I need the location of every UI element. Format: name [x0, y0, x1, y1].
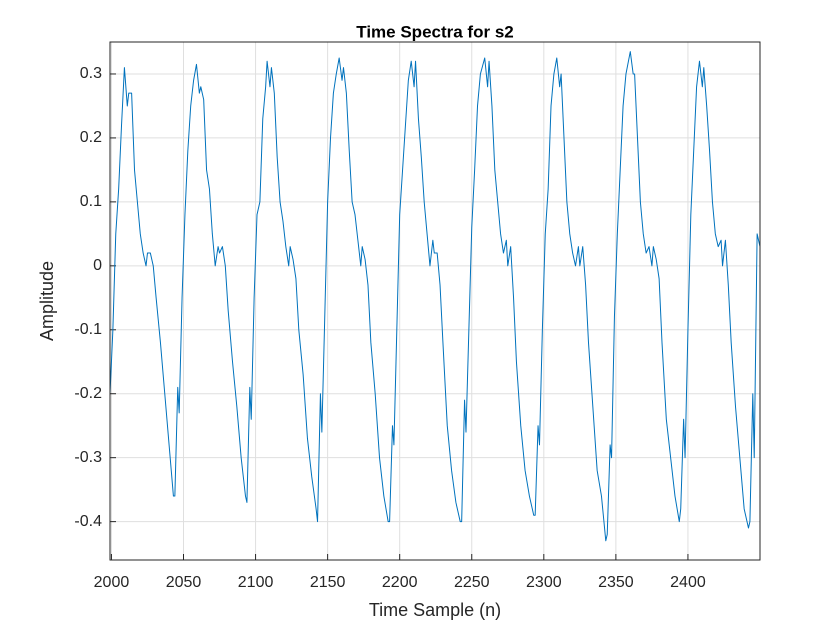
x-axis-label: Time Sample (n) — [369, 600, 501, 620]
y-tick-label: 0.1 — [80, 193, 102, 210]
y-tick-label: 0 — [93, 257, 102, 274]
chart-title: Time Spectra for s2 — [356, 22, 513, 41]
x-tick-label: 2250 — [454, 574, 490, 591]
y-tick-label: -0.3 — [74, 449, 102, 466]
x-tick-label: 2350 — [598, 574, 634, 591]
y-tick-label: -0.1 — [74, 321, 102, 338]
y-axis-label: Amplitude — [37, 261, 57, 341]
plot-area — [110, 42, 760, 560]
x-tick-label: 2200 — [382, 574, 418, 591]
y-tick-label: -0.4 — [74, 513, 102, 530]
x-tick-label: 2300 — [526, 574, 562, 591]
x-tick-label: 2150 — [310, 574, 346, 591]
y-tick-label: 0.2 — [80, 129, 102, 146]
y-tick-label: -0.2 — [74, 385, 102, 402]
x-tick-label: 2100 — [238, 574, 274, 591]
x-tick-label: 2000 — [94, 574, 130, 591]
axes-box — [109, 41, 761, 561]
x-tick-label: 2400 — [670, 574, 706, 591]
line-series — [109, 51, 761, 542]
y-tick-label: 0.3 — [80, 65, 102, 82]
x-tick-label: 2050 — [166, 574, 202, 591]
